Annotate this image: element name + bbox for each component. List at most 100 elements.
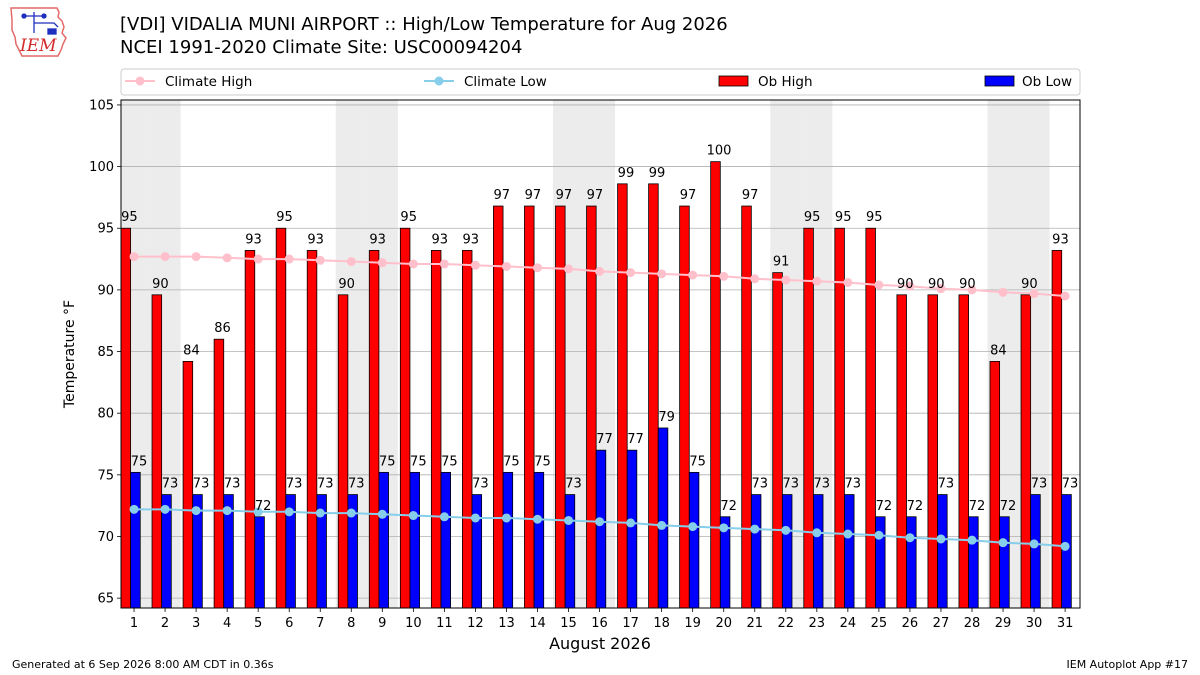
x-tick-label: 1 bbox=[130, 616, 138, 631]
x-tick-label: 10 bbox=[405, 616, 422, 631]
climate-high-legend-marker bbox=[135, 76, 145, 86]
climate-low-marker bbox=[874, 530, 884, 540]
ob-low-value-label: 75 bbox=[534, 454, 551, 469]
climate-high-legend-label: Climate High bbox=[165, 74, 252, 90]
x-tick-label: 28 bbox=[964, 616, 981, 631]
ob-high-bar bbox=[213, 338, 225, 608]
ob-low-value-label: 73 bbox=[845, 477, 862, 492]
ob-high-bar bbox=[741, 205, 752, 608]
ob-low-bar bbox=[223, 494, 234, 608]
ob-low-value-label: 73 bbox=[286, 477, 303, 492]
ob-low-bar bbox=[502, 471, 514, 608]
anemometer-cup-left bbox=[21, 13, 27, 19]
plot-frame bbox=[120, 99, 1081, 609]
ob-low-value-label: 75 bbox=[441, 454, 458, 469]
climate-high-marker bbox=[470, 260, 480, 270]
climate-low-marker bbox=[129, 504, 139, 514]
climate-low-marker bbox=[936, 534, 946, 544]
x-tick-label: 29 bbox=[995, 616, 1012, 631]
legend: Climate High Climate Low Ob High Ob Low bbox=[120, 68, 1081, 96]
x-tick-label: 19 bbox=[684, 616, 701, 631]
ob-high-value-label: 99 bbox=[618, 166, 635, 181]
ob-low-bar bbox=[968, 516, 979, 608]
iem-logo: IEM bbox=[10, 7, 67, 57]
ob-low-value-label: 75 bbox=[410, 454, 427, 469]
climate-high-marker bbox=[564, 264, 574, 274]
ob-high-bar bbox=[555, 205, 566, 608]
climate-low-marker bbox=[222, 506, 232, 516]
x-tick-label: 15 bbox=[560, 616, 577, 631]
x-tick-label: 2 bbox=[161, 616, 169, 631]
ob-high-bar bbox=[772, 272, 783, 608]
ob-high-value-label: 95 bbox=[866, 210, 883, 225]
chart-title: [VDI] VIDALIA MUNI AIRPORT :: High/Low T… bbox=[120, 14, 728, 35]
ob-low-bar bbox=[937, 494, 948, 608]
ob-low-bar bbox=[626, 449, 638, 608]
climate-low-marker bbox=[377, 509, 387, 519]
ob-high-value-label: 95 bbox=[121, 210, 138, 225]
ob-low-bar bbox=[409, 471, 420, 608]
footer-app-text: IEM Autoplot App #17 bbox=[1067, 658, 1189, 671]
climate-high-marker bbox=[750, 274, 760, 284]
climate-high-marker bbox=[905, 281, 915, 291]
climate-low-marker bbox=[315, 508, 325, 518]
ob-high-bar bbox=[803, 227, 814, 608]
x-tick-label: 24 bbox=[840, 616, 857, 631]
ob-high-bar bbox=[399, 227, 411, 608]
climate-low-marker bbox=[439, 512, 449, 522]
ob-low-value-label: 73 bbox=[317, 477, 334, 492]
climate-low-marker bbox=[657, 520, 667, 530]
climate-high-marker bbox=[315, 255, 325, 265]
y-tick-label: 75 bbox=[97, 468, 114, 483]
climate-high-marker bbox=[936, 284, 946, 294]
ob-low-value-label: 75 bbox=[689, 454, 706, 469]
ob-low-value-label: 72 bbox=[876, 499, 893, 514]
x-tick-label: 13 bbox=[498, 616, 515, 631]
ob-low-bar bbox=[750, 494, 762, 608]
logo-text: IEM bbox=[19, 36, 57, 56]
ob-high-value-label: 97 bbox=[556, 188, 573, 203]
legend-item-ob-low: Ob Low bbox=[984, 74, 1072, 90]
bar-value-labels: 95 90 84 86 93 95 93 90 93 95 93 93 97 97 97 97 99 99 97 10… bbox=[121, 144, 1078, 514]
chart-subtitle: NCEI 1991-2020 Climate Site: USC00094204 bbox=[120, 37, 522, 58]
ob-high-value-label: 97 bbox=[742, 188, 759, 203]
x-tick-label: 20 bbox=[715, 616, 732, 631]
ob-high-value-label: 90 bbox=[338, 277, 355, 292]
ob-high-bar bbox=[151, 294, 163, 608]
ob-low-bar bbox=[378, 471, 389, 608]
climate-low-marker bbox=[564, 515, 574, 525]
footer-generated-text: Generated at 6 Sep 2026 8:00 AM CDT in 0… bbox=[12, 658, 274, 671]
legend-item-ob-high: Ob High bbox=[718, 74, 813, 90]
ob-high-value-label: 93 bbox=[1052, 232, 1069, 247]
ob-high-value-label: 90 bbox=[959, 277, 976, 292]
legend-item-climate-high: Climate High bbox=[125, 74, 252, 90]
weather-station-icon bbox=[21, 12, 59, 35]
climate-low-marker bbox=[408, 511, 418, 521]
climate-high-marker bbox=[129, 252, 139, 262]
ob-high-value-label: 97 bbox=[494, 188, 511, 203]
ob-low-bar bbox=[440, 471, 451, 608]
ob-low-bar bbox=[906, 516, 917, 608]
climate-low-marker bbox=[160, 504, 170, 514]
ob-high-value-label: 97 bbox=[587, 188, 604, 203]
climate-low-legend-marker bbox=[434, 76, 444, 86]
climate-low-marker bbox=[967, 535, 977, 545]
climate-low-marker bbox=[501, 513, 511, 523]
ob-high-bar bbox=[244, 250, 256, 608]
ob-low-value-label: 72 bbox=[720, 499, 737, 514]
ob-low-value-label: 75 bbox=[379, 454, 396, 469]
x-tick-label: 3 bbox=[192, 616, 200, 631]
y-axis-ticks: 65 70 75 80 85 90 95 100 105 bbox=[89, 98, 121, 607]
ob-high-value-label: 84 bbox=[183, 343, 200, 358]
y-tick-label: 80 bbox=[97, 407, 114, 422]
climate-low-marker bbox=[688, 522, 698, 532]
climate-high-marker bbox=[657, 269, 667, 279]
ob-high-value-label: 90 bbox=[897, 277, 914, 292]
ob-high-bar bbox=[461, 250, 473, 608]
ob-high-legend-patch bbox=[718, 75, 749, 87]
climate-high-marker bbox=[688, 270, 698, 280]
ob-low-bar bbox=[254, 516, 265, 608]
climate-high-marker bbox=[719, 271, 729, 281]
x-tick-label: 31 bbox=[1057, 616, 1074, 631]
ob-low-value-label: 73 bbox=[1031, 477, 1048, 492]
